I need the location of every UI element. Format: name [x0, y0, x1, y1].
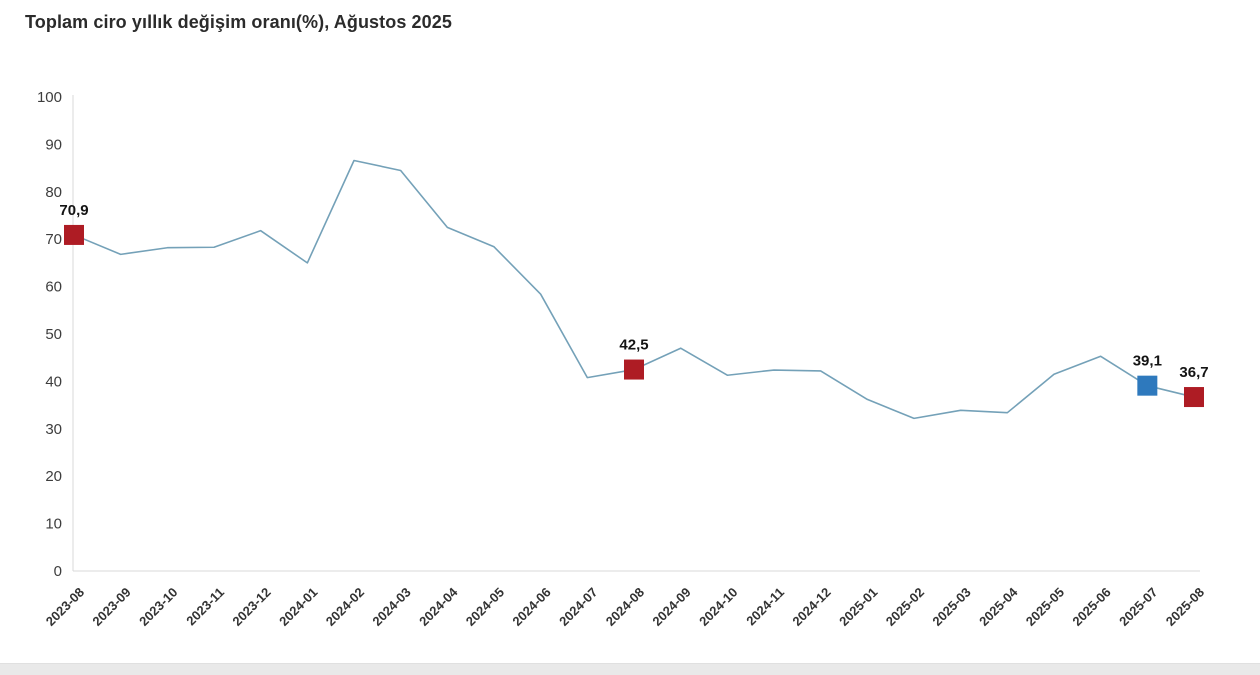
y-axis-tick-label: 30	[45, 421, 62, 438]
x-axis-tick-label: 2025-05	[1023, 585, 1067, 629]
data-label: 39,1	[1133, 353, 1162, 370]
data-label: 36,7	[1179, 364, 1208, 381]
x-axis-tick-label: 2025-03	[929, 585, 973, 629]
y-axis-tick-label: 70	[45, 231, 62, 248]
turnover-line-series	[73, 159, 1195, 420]
x-axis-tick-label: 2024-02	[323, 585, 367, 629]
y-axis-tick-label: 100	[37, 89, 62, 106]
x-axis-tick-label: 2023-09	[89, 585, 133, 629]
highlight-marker	[1137, 375, 1158, 396]
x-axis-tick-label: 2024-03	[369, 585, 413, 629]
x-axis-tick-label: 2024-11	[743, 585, 787, 629]
highlight-marker	[624, 359, 644, 380]
data-label: 70,9	[59, 202, 88, 219]
y-axis-tick-label: 90	[45, 136, 62, 153]
x-axis-tick-label: 2024-01	[276, 585, 320, 629]
highlight-marker	[1184, 387, 1204, 408]
highlight-marker	[64, 224, 84, 245]
x-axis-tick-label: 2024-08	[603, 585, 647, 629]
y-axis-tick-label: 20	[45, 468, 62, 485]
x-axis-tick-label: 2023-08	[43, 585, 87, 629]
x-axis-tick-label: 2024-10	[696, 585, 740, 629]
x-axis-tick-label: 2024-04	[416, 584, 461, 629]
x-axis-tick-label: 2025-01	[836, 585, 880, 629]
x-axis-tick-label: 2025-07	[1116, 585, 1160, 629]
x-axis-tick-label: 2024-12	[789, 585, 833, 629]
horizontal-scrollbar-track[interactable]	[0, 663, 1260, 675]
y-axis-tick-label: 60	[45, 279, 62, 296]
x-axis-tick-label: 2025-04	[976, 584, 1021, 629]
x-axis-tick-label: 2024-09	[649, 585, 693, 629]
y-axis-tick-label: 40	[45, 373, 62, 390]
x-axis-tick-label: 2024-05	[463, 585, 507, 629]
x-axis-tick-label: 2025-08	[1163, 585, 1207, 629]
x-axis-tick-label: 2024-06	[509, 585, 553, 629]
chart-title: Toplam ciro yıllık değişim oranı(%), Ağu…	[25, 12, 453, 32]
y-axis-tick-label: 50	[45, 326, 62, 343]
x-axis-tick-label: 2023-12	[229, 585, 273, 629]
y-axis-tick-label: 0	[54, 563, 62, 580]
x-axis-tick-label: 2025-02	[883, 585, 927, 629]
x-axis-tick-label: 2025-06	[1069, 585, 1113, 629]
x-axis-tick-label: 2024-07	[556, 585, 600, 629]
y-axis-tick-label: 80	[45, 184, 62, 201]
data-label: 42,5	[619, 337, 648, 354]
y-axis-tick-label: 10	[45, 516, 62, 533]
x-axis-tick-label: 2023-11	[183, 585, 227, 629]
x-axis-tick-label: 2023-10	[136, 585, 180, 629]
